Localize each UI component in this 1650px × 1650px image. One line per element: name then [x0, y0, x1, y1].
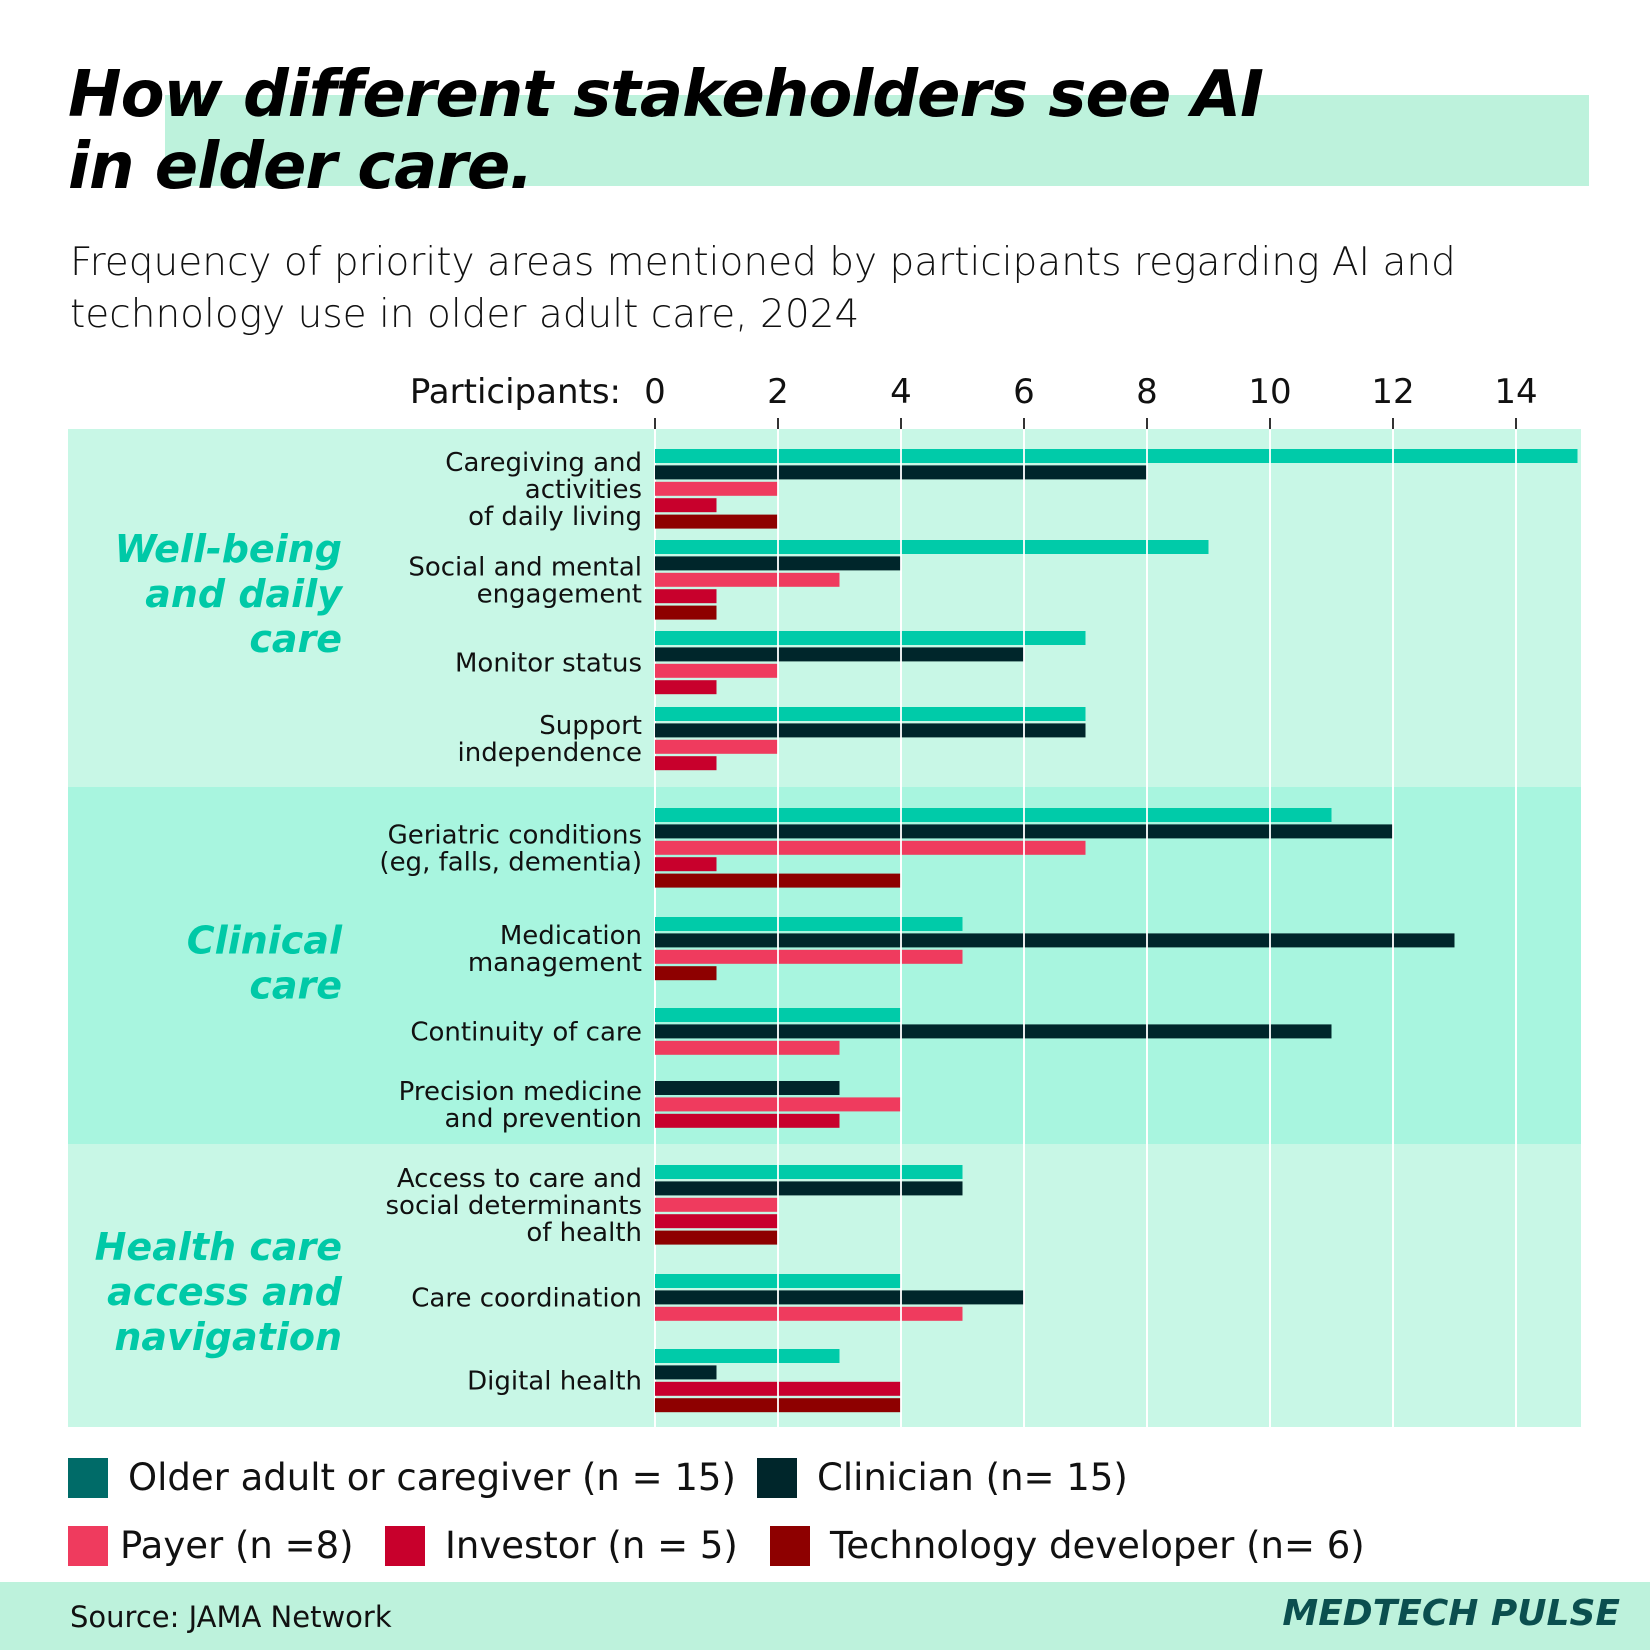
bar-payer	[655, 949, 963, 964]
legend-label: Investor (n = 5)	[445, 1524, 738, 1567]
x-tick-label: 8	[1136, 372, 1158, 412]
row-label: (eg, falls, dementia)	[379, 847, 642, 877]
footer-band	[0, 1582, 1650, 1650]
row-label: Caregiving and	[445, 448, 642, 478]
category-label: Clinical	[187, 919, 343, 963]
row-label: of daily living	[468, 502, 642, 532]
bar-payer	[655, 1306, 963, 1321]
legend-investor: Investor (n = 5)	[385, 1524, 738, 1567]
row-label: Support	[539, 711, 642, 741]
subtitle-line-1: Frequency of priority areas mentioned by…	[70, 240, 1456, 285]
bar-older	[655, 917, 963, 931]
title-highlight	[165, 95, 1589, 186]
subtitle-line-2: technology use in older adult care, 2024	[70, 292, 860, 337]
bar-investor	[655, 756, 717, 771]
bar-older	[655, 707, 1086, 721]
bar-investor	[655, 589, 717, 604]
row-label: social determinants	[386, 1191, 643, 1221]
x-tick-label: 10	[1248, 372, 1291, 412]
bar-older	[655, 540, 1209, 554]
legend-label: Technology developer (n= 6)	[830, 1524, 1365, 1567]
bar-payer	[655, 481, 778, 496]
bar-older	[655, 1165, 963, 1179]
brand-logo: MEDTECH PULSE	[1282, 1593, 1620, 1634]
row-label: engagement	[477, 579, 642, 609]
category-label: care	[249, 964, 342, 1008]
bar-payer	[655, 739, 778, 754]
legend-swatch	[385, 1525, 425, 1566]
bar-tech	[655, 605, 717, 620]
legend-older: Older adult or caregiver (n = 15)	[68, 1456, 736, 1499]
row-label: Access to care and	[397, 1164, 642, 1194]
legend-label: Clinician (n= 15)	[817, 1456, 1128, 1499]
title-line-2: in elder care.	[68, 130, 534, 204]
bar-older	[655, 808, 1332, 822]
legend-swatch	[68, 1525, 108, 1566]
row-label: and prevention	[445, 1104, 642, 1134]
x-tick-label: 6	[1013, 372, 1035, 412]
bar-clinician	[655, 1365, 717, 1380]
bar-investor	[655, 498, 717, 513]
category-label: Well-being	[115, 527, 342, 571]
bar-payer	[655, 1040, 840, 1055]
row-label: Medication	[500, 921, 642, 951]
row-label: Care coordination	[411, 1283, 642, 1313]
row-label: Social and mental	[408, 552, 642, 582]
title-line-1: How different stakeholders see AI	[68, 58, 1264, 132]
row-label: Geriatric conditions	[388, 820, 642, 850]
legend-clinician: Clinician (n= 15)	[757, 1456, 1128, 1499]
row-label: Continuity of care	[410, 1017, 642, 1047]
source-text: Source: JAMA Network	[70, 1600, 392, 1634]
row-label: independence	[458, 738, 642, 768]
bar-tech	[655, 1230, 778, 1245]
bar-tech	[655, 966, 717, 981]
bar-payer	[655, 840, 1086, 855]
legend-tech: Technology developer (n= 6)	[770, 1524, 1365, 1567]
bar-older	[655, 1349, 840, 1363]
bar-clinician	[655, 647, 1024, 662]
bar-clinician	[655, 1181, 963, 1196]
bar-investor	[655, 680, 717, 695]
row-label: Monitor status	[455, 649, 642, 679]
bar-investor	[655, 1113, 840, 1128]
category-label: access and	[107, 1270, 343, 1314]
row-label: management	[468, 948, 642, 978]
bar-payer	[655, 1197, 778, 1212]
bar-clinician	[655, 723, 1086, 738]
legend-label: Older adult or caregiver (n = 15)	[128, 1456, 736, 1499]
category-label: Health care	[95, 1225, 342, 1269]
row-label: Digital health	[467, 1367, 642, 1397]
x-tick-label: 12	[1371, 372, 1414, 412]
legend-label: Payer (n =8)	[120, 1524, 354, 1567]
row-label: activities	[525, 475, 642, 505]
category-label: care	[249, 617, 342, 661]
bar-payer	[655, 663, 778, 678]
legend-swatch	[68, 1457, 108, 1498]
bar-clinician	[655, 1290, 1024, 1305]
x-tick-label: 2	[767, 372, 789, 412]
bar-tech	[655, 514, 778, 529]
bar-clinician	[655, 1024, 1332, 1039]
bar-investor	[655, 857, 717, 872]
bar-investor	[655, 1214, 778, 1229]
legend-payer: Payer (n =8)	[68, 1524, 354, 1567]
category-label: and daily	[145, 572, 344, 616]
bar-older	[655, 449, 1578, 463]
x-tick-label: 4	[890, 372, 912, 412]
bar-payer	[655, 572, 840, 587]
legend-swatch	[757, 1457, 797, 1498]
bar-clinician	[655, 1081, 840, 1095]
x-tick-label: 0	[644, 372, 666, 412]
x-tick-label: 14	[1494, 372, 1537, 412]
x-axis-label: Participants:	[410, 372, 621, 412]
legend-swatch	[770, 1525, 810, 1566]
category-label: navigation	[114, 1315, 342, 1359]
row-label: of health	[526, 1218, 642, 1248]
bar-clinician	[655, 933, 1455, 948]
row-label: Precision medicine	[399, 1077, 642, 1107]
bar-older	[655, 631, 1086, 645]
